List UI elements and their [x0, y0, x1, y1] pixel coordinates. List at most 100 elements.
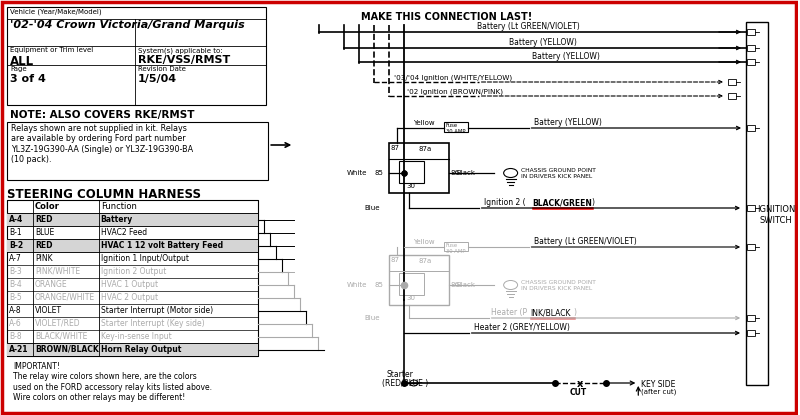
Text: BLACK/GREEN: BLACK/GREEN [533, 198, 593, 207]
Text: 87: 87 [391, 257, 400, 263]
Text: ): ) [574, 308, 577, 317]
Text: RKE/VSS/RMST: RKE/VSS/RMST [138, 55, 230, 65]
Bar [399, 273, 424, 295]
Text: Heater (P: Heater (P [490, 308, 527, 317]
Text: Blue: Blue [364, 315, 379, 321]
Bar [747, 315, 755, 321]
Text: B-2: B-2 [9, 241, 23, 249]
Text: System(s) applicable to:: System(s) applicable to: [138, 47, 222, 54]
Text: Function: Function [101, 202, 137, 211]
Bar [7, 7, 266, 105]
Text: Fuse
30 AMP: Fuse 30 AMP [446, 123, 466, 134]
Text: White: White [347, 282, 367, 288]
Text: White: White [347, 170, 367, 176]
Text: STEERING COLUMN HARNESS: STEERING COLUMN HARNESS [7, 188, 201, 201]
Text: VIOLET/RED: VIOLET/RED [35, 318, 81, 327]
Bar [389, 143, 449, 193]
Text: Battery (Lt GREEN/VIOLET): Battery (Lt GREEN/VIOLET) [534, 237, 636, 246]
Text: A-8: A-8 [9, 305, 22, 315]
Bar [399, 161, 424, 183]
Text: Heater 2 (GREY/YELLOW): Heater 2 (GREY/YELLOW) [474, 323, 570, 332]
Text: Starter: Starter [387, 370, 414, 379]
Text: B-4: B-4 [9, 279, 22, 288]
Text: 30: 30 [407, 295, 416, 301]
Text: '02 Ignition (BROWN/PINK): '02 Ignition (BROWN/PINK) [407, 88, 503, 95]
Text: 87a: 87a [419, 258, 432, 264]
Text: Battery (Lt GREEN/VIOLET): Battery (Lt GREEN/VIOLET) [477, 22, 579, 31]
Text: PINK/WHITE: PINK/WHITE [35, 266, 80, 276]
Bar [747, 29, 755, 35]
Text: 86: 86 [450, 282, 460, 288]
Text: Ignition 2 Output: Ignition 2 Output [101, 266, 166, 276]
Bar [7, 213, 258, 226]
Text: Page: Page [10, 66, 26, 72]
Bar [747, 59, 755, 65]
Text: Yellow: Yellow [413, 239, 434, 245]
Text: Battery (YELLOW): Battery (YELLOW) [509, 38, 577, 47]
Text: RED: RED [35, 215, 53, 224]
Text: A-7: A-7 [9, 254, 22, 263]
Text: INK/BLACK: INK/BLACK [530, 308, 571, 317]
Text: IGNITION
SWITCH: IGNITION SWITCH [757, 205, 795, 225]
Text: A-6: A-6 [9, 318, 22, 327]
Text: Ignition 1 Input/Output: Ignition 1 Input/Output [101, 254, 189, 263]
Bar [747, 125, 755, 131]
Text: KEY SIDE: KEY SIDE [642, 380, 676, 389]
Bar [728, 93, 736, 99]
Bar [728, 79, 736, 85]
Text: NOTE: ALSO COVERS RKE/RMST: NOTE: ALSO COVERS RKE/RMST [10, 110, 194, 120]
Text: (RED/BLUE ): (RED/BLUE ) [382, 379, 428, 388]
Text: Starter Interrupt (Motor side): Starter Interrupt (Motor side) [101, 305, 213, 315]
Text: 1/5/04: 1/5/04 [138, 74, 177, 84]
Text: Ignition 2 (: Ignition 2 ( [484, 198, 526, 207]
Text: B-1: B-1 [9, 227, 22, 237]
Ellipse shape [504, 281, 518, 290]
Text: Blue: Blue [364, 205, 379, 211]
Text: Black: Black [457, 170, 476, 176]
Text: CHASSIS GROUND POINT
IN DRIVERS KICK PANEL: CHASSIS GROUND POINT IN DRIVERS KICK PAN… [521, 280, 595, 291]
Text: B-5: B-5 [9, 293, 22, 302]
Text: HVAC 1 Output: HVAC 1 Output [101, 279, 158, 288]
Text: ): ) [591, 198, 594, 207]
Ellipse shape [504, 168, 518, 178]
Text: 85: 85 [375, 282, 384, 288]
Text: Black: Black [457, 282, 476, 288]
Text: CUT: CUT [570, 388, 587, 397]
Text: 86: 86 [450, 170, 460, 176]
Text: 3 of 4: 3 of 4 [10, 74, 46, 84]
Text: CHASSIS GROUND POINT
IN DRIVERS KICK PANEL: CHASSIS GROUND POINT IN DRIVERS KICK PAN… [521, 168, 595, 179]
Text: HVAC 2 Output: HVAC 2 Output [101, 293, 158, 302]
Text: BLUE: BLUE [35, 227, 54, 237]
Text: 30: 30 [407, 183, 416, 189]
Text: HVAC2 Feed: HVAC2 Feed [101, 227, 147, 237]
Text: B-3: B-3 [9, 266, 22, 276]
Text: Revision Date: Revision Date [138, 66, 186, 72]
Text: Starter Interrupt (Key side): Starter Interrupt (Key side) [101, 318, 204, 327]
Text: BLACK/WHITE: BLACK/WHITE [35, 332, 87, 340]
Text: '03/'04 Ignition (WHITE/YELLOW): '03/'04 Ignition (WHITE/YELLOW) [394, 75, 512, 81]
Text: Equipment or Trim level: Equipment or Trim level [10, 47, 94, 53]
Text: x: x [578, 379, 583, 389]
Bar [747, 330, 755, 336]
Text: Key-in-sense Input: Key-in-sense Input [101, 332, 171, 340]
Text: Color: Color [35, 202, 60, 211]
Text: 87a: 87a [419, 146, 432, 152]
Bar [444, 242, 468, 251]
Bar [7, 200, 258, 356]
Text: Battery (YELLOW): Battery (YELLOW) [531, 52, 599, 61]
Text: Fuse
30 AMP: Fuse 30 AMP [446, 243, 466, 254]
Bar [747, 205, 755, 211]
Text: Yellow: Yellow [413, 120, 434, 126]
Text: 85: 85 [375, 170, 384, 176]
Text: ORANGE/WHITE: ORANGE/WHITE [35, 293, 95, 302]
Text: BROWN/BLACK: BROWN/BLACK [35, 344, 98, 354]
Bar [747, 45, 755, 51]
Bar [7, 122, 268, 180]
Ellipse shape [410, 380, 418, 386]
Bar [7, 239, 258, 252]
Text: B-8: B-8 [9, 332, 22, 340]
Text: Horn Relay Output: Horn Relay Output [101, 344, 181, 354]
Text: IMPORTANT!
The relay wire colors shown here, are the colors
used on the FORD acc: IMPORTANT! The relay wire colors shown h… [13, 362, 212, 402]
Text: '02-'04 Crown Victoria/Grand Marquis: '02-'04 Crown Victoria/Grand Marquis [10, 20, 245, 30]
Text: ALL: ALL [10, 55, 34, 68]
